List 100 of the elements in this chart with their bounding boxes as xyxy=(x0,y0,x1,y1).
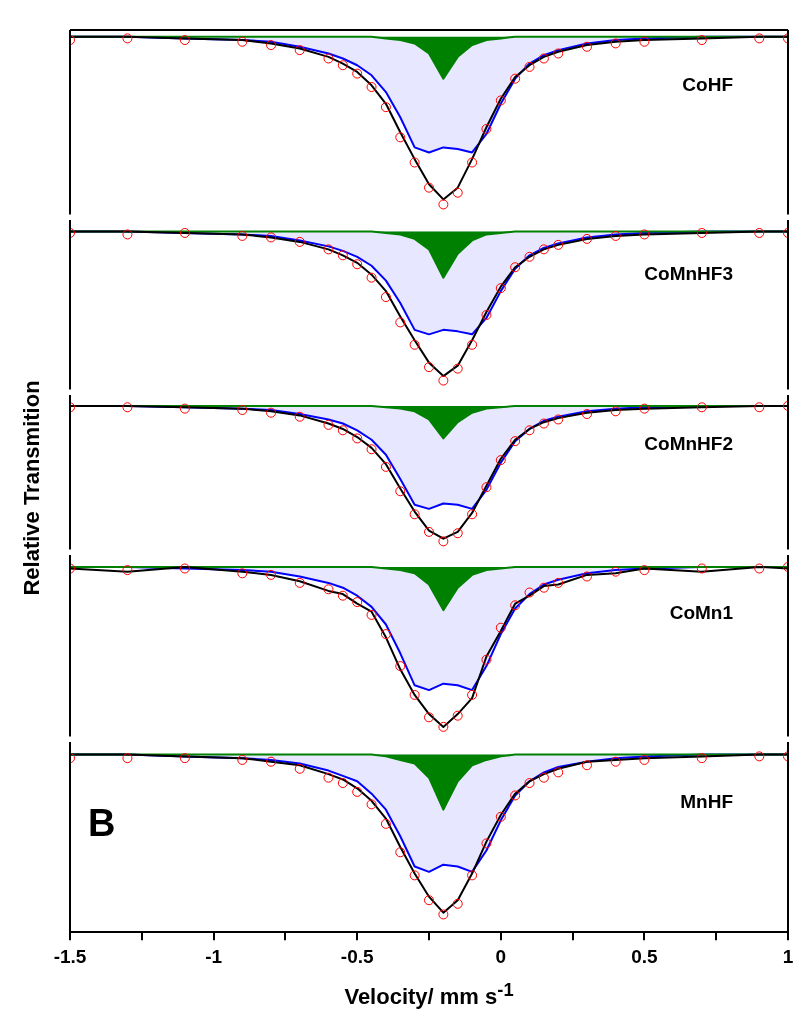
point xyxy=(696,753,707,764)
point xyxy=(424,712,434,723)
point xyxy=(538,244,549,255)
point xyxy=(467,509,478,520)
point xyxy=(553,239,564,250)
point xyxy=(610,230,621,241)
point xyxy=(237,568,248,579)
point xyxy=(352,786,363,797)
point xyxy=(639,36,650,47)
point xyxy=(510,790,521,801)
point xyxy=(323,772,334,783)
annotation: CoHF xyxy=(682,73,733,95)
point xyxy=(179,35,190,46)
point xyxy=(395,132,406,143)
point xyxy=(352,433,363,444)
point xyxy=(409,870,420,881)
point xyxy=(639,565,650,576)
point xyxy=(510,262,521,273)
point xyxy=(122,229,133,240)
point xyxy=(395,661,406,672)
point xyxy=(610,756,621,767)
point xyxy=(352,597,363,608)
point xyxy=(610,406,621,417)
point xyxy=(337,60,348,71)
point xyxy=(122,565,133,576)
x-tick-label: -1 xyxy=(205,945,223,967)
point xyxy=(438,909,449,920)
point xyxy=(481,123,492,134)
point xyxy=(380,102,391,113)
point xyxy=(424,526,434,537)
point xyxy=(481,482,492,493)
point xyxy=(323,584,334,595)
point xyxy=(122,753,133,764)
point xyxy=(581,41,592,52)
point xyxy=(380,292,391,303)
x-tick-label: -1.5 xyxy=(53,945,87,967)
point xyxy=(424,362,434,373)
point xyxy=(366,609,377,620)
point xyxy=(266,756,277,767)
point xyxy=(438,536,449,547)
point xyxy=(467,689,478,700)
point xyxy=(409,509,420,520)
point xyxy=(294,411,305,422)
annotation: CoMnHF3 xyxy=(644,262,733,284)
point xyxy=(754,751,765,762)
point xyxy=(610,566,621,577)
point xyxy=(467,339,478,350)
point xyxy=(438,375,449,386)
point xyxy=(495,622,506,633)
point xyxy=(510,73,521,84)
point xyxy=(179,403,190,414)
point xyxy=(179,753,190,764)
point xyxy=(495,811,506,822)
point xyxy=(581,233,592,244)
point xyxy=(237,230,248,241)
annotation: B xyxy=(88,801,116,844)
point xyxy=(553,767,564,778)
x-tick-label: 1 xyxy=(782,945,794,967)
point xyxy=(639,403,650,414)
point xyxy=(452,710,463,721)
point xyxy=(495,95,506,106)
point xyxy=(452,898,463,909)
point xyxy=(395,847,406,858)
point xyxy=(380,818,391,829)
point xyxy=(409,157,420,168)
point xyxy=(323,419,334,430)
point xyxy=(237,754,248,765)
point xyxy=(452,528,463,539)
point xyxy=(610,38,621,49)
x-tick-label: 0 xyxy=(495,945,507,967)
point xyxy=(481,838,492,849)
point xyxy=(122,402,133,413)
point xyxy=(294,45,305,56)
point xyxy=(438,199,449,210)
point xyxy=(323,53,334,64)
point xyxy=(754,227,765,238)
point xyxy=(395,317,406,328)
point xyxy=(696,35,707,46)
point xyxy=(323,244,334,255)
point xyxy=(452,187,463,198)
point xyxy=(366,272,377,283)
point xyxy=(581,409,592,420)
point xyxy=(366,799,377,810)
x-tick-label: -0.5 xyxy=(340,945,374,967)
point xyxy=(266,40,277,51)
y-axis-title: Relative Transmition xyxy=(19,380,45,596)
point xyxy=(581,571,592,582)
point xyxy=(538,53,549,64)
point xyxy=(395,486,406,497)
point xyxy=(754,33,765,44)
point xyxy=(538,582,549,593)
point xyxy=(424,895,434,906)
point xyxy=(481,654,492,665)
point xyxy=(352,68,363,79)
point xyxy=(294,236,305,247)
point xyxy=(696,563,707,574)
point xyxy=(467,157,478,168)
point xyxy=(294,577,305,588)
point xyxy=(754,563,765,574)
point xyxy=(452,363,463,374)
